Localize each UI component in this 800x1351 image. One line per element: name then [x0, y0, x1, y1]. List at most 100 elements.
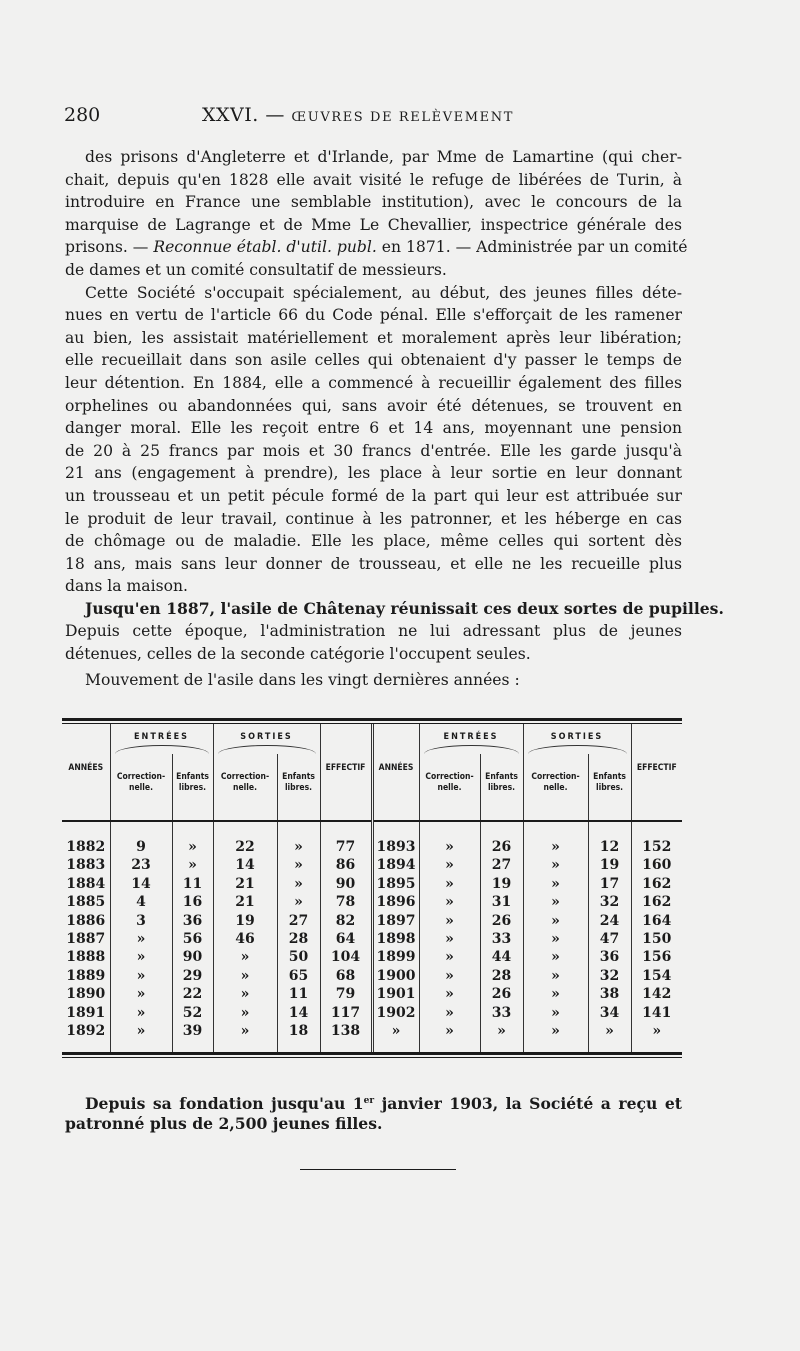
text-line: au bien, les assistait matériellement et…: [65, 328, 682, 347]
brace-icon: [114, 745, 209, 754]
value-cell: »: [276, 874, 321, 894]
enfants-libres-header: Enfants libres.: [587, 754, 632, 812]
value-cell: 32: [587, 893, 632, 912]
text-line: détenues, celles de la seconde catégorie…: [65, 645, 531, 664]
correctionnelle-header: Correction-nelle.: [522, 754, 589, 812]
correctionnelle-header: Correction-nelle.: [212, 754, 277, 812]
text-line: Jusqu'en 1887, l'asile de Châtenay réuni…: [85, 598, 724, 618]
value-cell: »: [418, 1022, 481, 1053]
value-cell: 164: [630, 911, 683, 931]
value-cell: 19: [587, 856, 632, 875]
value-cell: 27: [276, 911, 321, 931]
text-line: le produit de leur travail, continue à l…: [65, 509, 682, 528]
years-header: ANNÉES: [370, 724, 420, 812]
table-row: 1888» 90» 50 104 1899» 44» 36 156: [62, 948, 683, 967]
value-cell: 26: [479, 821, 524, 857]
value-cell: 64: [319, 930, 373, 949]
value-cell: »: [418, 821, 481, 857]
value-cell: 68: [319, 966, 373, 986]
value-cell: 150: [630, 930, 683, 949]
effectif-header: EFFECTIF: [630, 724, 683, 812]
year-cell: 1894: [370, 856, 420, 875]
value-cell: »: [587, 1022, 632, 1053]
correctionnelle-header: Correction-nelle.: [418, 754, 481, 812]
value-cell: »: [171, 821, 213, 857]
value-cell: »: [109, 948, 172, 967]
value-cell: 152: [630, 821, 683, 857]
value-cell: »: [522, 1022, 589, 1053]
exits-group-header: SORTIES: [212, 724, 321, 754]
value-cell: »: [109, 966, 172, 986]
value-cell: »: [212, 1022, 277, 1053]
running-header: 280 XXVI. — ŒUVRES DE RELÈVEMENT: [64, 104, 684, 130]
value-cell: 19: [479, 874, 524, 894]
value-cell: »: [109, 930, 172, 949]
year-cell: 1901: [370, 985, 420, 1004]
value-cell: 78: [319, 893, 373, 912]
text-line: chait, depuis qu'en 1828 elle avait visi…: [65, 170, 682, 189]
italic-phrase: Reconnue établ. d'util. publ.: [153, 238, 377, 257]
year-cell: 1899: [370, 948, 420, 967]
value-cell: 28: [479, 966, 524, 986]
exits-group-header: SORTIES: [522, 724, 632, 754]
value-cell: 86: [319, 856, 373, 875]
value-cell: »: [522, 1003, 589, 1023]
year-cell: 1893: [370, 821, 420, 857]
value-cell: 162: [630, 893, 683, 912]
text-line: orphelines ou abandonnées qui, sans avoi…: [65, 396, 682, 415]
enfants-libres-header: Enfants libres.: [479, 754, 524, 812]
value-cell: »: [276, 893, 321, 912]
value-cell: 31: [479, 893, 524, 912]
year-cell: 1882: [66, 839, 106, 855]
value-cell: »: [418, 966, 481, 986]
value-cell: »: [522, 893, 589, 912]
value-cell: 29: [171, 966, 213, 986]
value-cell: 47: [587, 930, 632, 949]
table-row: 1882 9» 22» 77 1893» 26» 12 152: [62, 821, 683, 857]
text-line: nues en vertu de l'article 66 du Code pé…: [65, 306, 682, 325]
text-line: un trousseau et un petit pécule formé de…: [65, 486, 682, 505]
text-line: de 20 à 25 francs par mois et 30 francs …: [65, 441, 682, 460]
exits-label: SORTIES: [550, 732, 604, 742]
value-cell: 36: [587, 948, 632, 967]
value-cell: 52: [171, 1003, 213, 1023]
value-cell: »: [418, 948, 481, 967]
year-cell: 1900: [370, 966, 420, 986]
year-cell: 1883: [66, 857, 106, 874]
closing-line: patronné plus de 2,500 jeunes filles.: [65, 1113, 383, 1133]
year-cell: 1884: [66, 875, 106, 892]
value-cell: 3: [109, 911, 172, 931]
value-cell: 141: [630, 1003, 683, 1023]
value-cell: »: [522, 911, 589, 931]
table-row: 1890» 22» 11 79 1901» 26» 38 142: [62, 985, 683, 1004]
value-cell: 34: [587, 1003, 632, 1023]
value-cell: 27: [479, 856, 524, 875]
ordinal-sup: er: [363, 1096, 375, 1106]
value-cell: 22: [212, 821, 277, 857]
value-cell: 11: [171, 874, 213, 894]
value-cell: 50: [276, 948, 321, 967]
value-cell: »: [418, 1003, 481, 1023]
year-cell: 1887: [66, 931, 106, 948]
text-line: de chômage ou de maladie. Elle les place…: [65, 532, 682, 551]
closing-statement: Depuis sa fondation jusqu'au 1er janvier…: [65, 1090, 682, 1135]
correctionnelle-header: Correction-nelle.: [109, 754, 172, 812]
value-cell: »: [522, 966, 589, 986]
value-cell: 82: [319, 911, 373, 931]
text-line: Depuis cette époque, l'administration ne…: [65, 622, 682, 641]
table-row: 1892» 39» 18 138»»»»»»: [62, 1022, 683, 1053]
table-bottom-rule: [62, 1052, 682, 1059]
enfants-libres-header: Enfants libres.: [171, 754, 213, 812]
text-line: 21 ans (engagement à prendre), les place…: [65, 464, 682, 483]
value-cell: »: [109, 1022, 172, 1053]
value-cell: »: [418, 911, 481, 931]
body-text: des prisons d'Angleterre et d'Irlande, p…: [65, 146, 724, 691]
year-cell: 1888: [66, 949, 106, 966]
value-cell: 162: [630, 874, 683, 894]
value-cell: 11: [276, 985, 321, 1004]
chapter-heading: XXVI. — ŒUVRES DE RELÈVEMENT: [202, 104, 514, 126]
value-cell: »: [479, 1022, 524, 1053]
value-cell: 65: [276, 966, 321, 986]
value-cell: »: [212, 948, 277, 967]
value-cell: »: [418, 856, 481, 875]
